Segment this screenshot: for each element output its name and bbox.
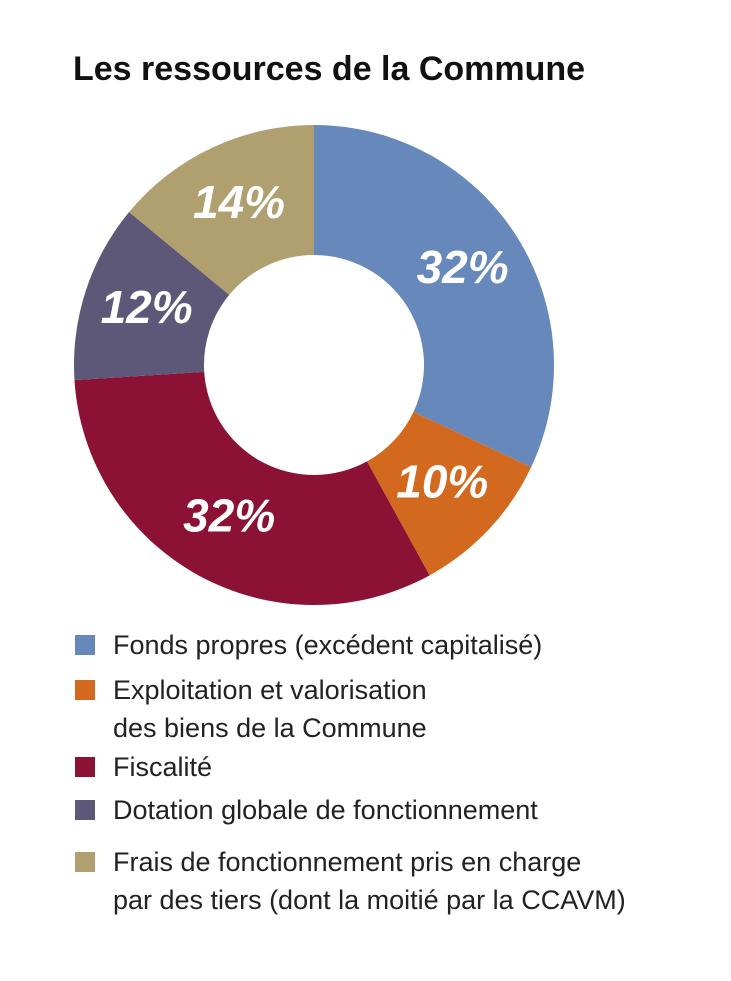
legend-label: Exploitation et valorisation des biens d… (113, 675, 427, 743)
value-label: 32% (417, 241, 509, 293)
value-label: 14% (193, 176, 285, 228)
donut-slice (314, 125, 554, 468)
legend-label: Fiscalité (113, 752, 213, 782)
legend-swatch (75, 757, 95, 777)
donut-slice (74, 212, 230, 381)
donut-chart: Les ressources de la Commune 32% 10% 32% 12… (73, 50, 585, 606)
chart-title: Les ressources de la Commune (73, 50, 585, 88)
legend-swatch (75, 680, 95, 700)
legend-swatch (75, 635, 95, 655)
donut-slice (366, 411, 532, 576)
legend-label: Dotation globale de fonctionnement (113, 795, 538, 825)
legend-swatch (75, 852, 95, 872)
legend-label: Frais de fonctionnement pris en charge p… (113, 847, 626, 915)
legend-swatch (75, 800, 95, 820)
donut-slice (74, 371, 430, 606)
value-label: 12% (101, 281, 193, 333)
value-label: 32% (183, 489, 275, 541)
donut-slice (129, 125, 314, 295)
value-label: 10% (396, 456, 488, 508)
legend-label: Fonds propres (excédent capitalisé) (113, 630, 543, 660)
